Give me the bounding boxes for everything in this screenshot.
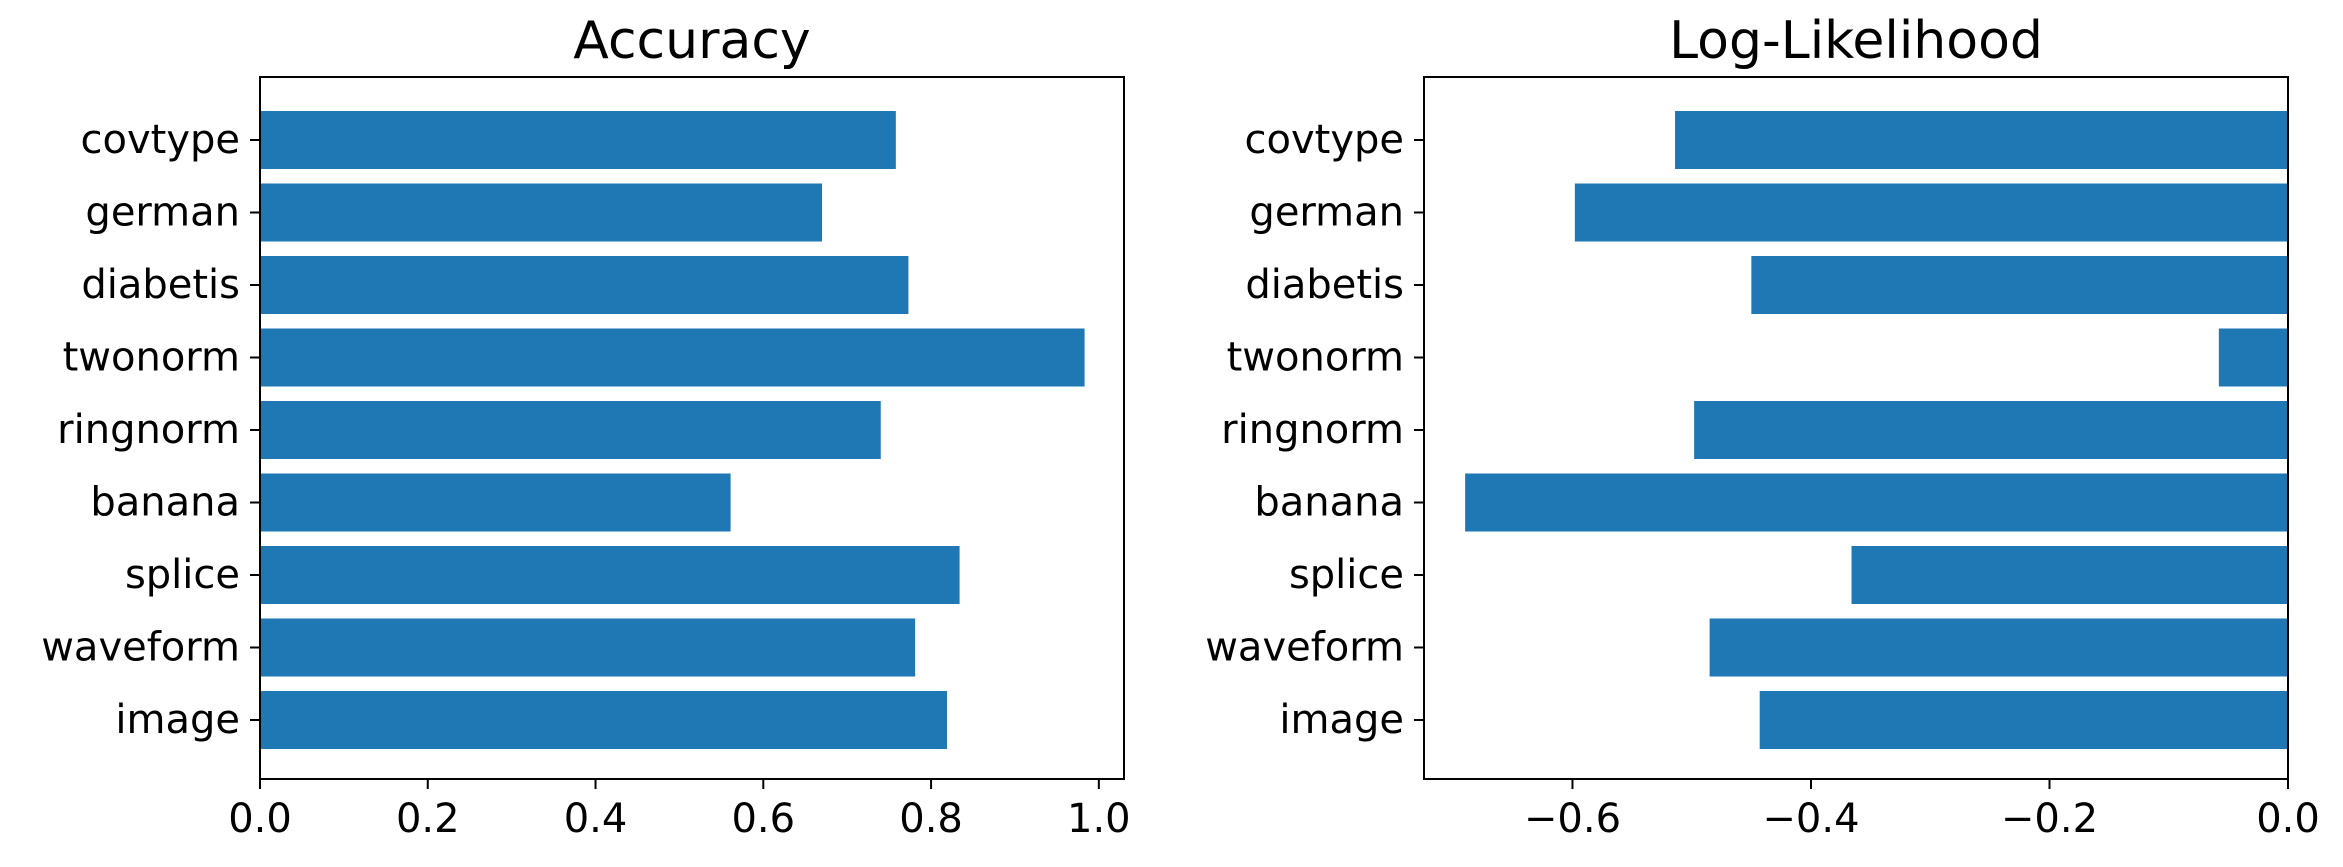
log-likelihood-category-label-diabetis: diabetis <box>1245 262 1404 308</box>
accuracy-bar-german <box>260 183 823 242</box>
accuracy-plot-frame <box>259 76 1125 780</box>
accuracy-bar-twonorm <box>260 328 1085 387</box>
accuracy-x-tick-label: 1.0 <box>1067 796 1131 842</box>
accuracy-x-tick-label: 0.6 <box>731 796 795 842</box>
log-likelihood-category-label-waveform: waveform <box>1205 625 1404 671</box>
accuracy-x-tick-label: 0.4 <box>564 796 628 842</box>
log-likelihood-category-label-covtype: covtype <box>1245 117 1405 163</box>
log-likelihood-bar-diabetis <box>1751 256 2288 314</box>
log-likelihood-x-tick-label: −0.4 <box>1762 796 1859 842</box>
accuracy-y-axis: covtype german diabetis twonorm ringnorm bana… <box>41 117 260 743</box>
log-likelihood-bar-covtype <box>1675 111 2288 169</box>
accuracy-bar-covtype <box>260 111 896 169</box>
accuracy-category-label-waveform: waveform <box>41 625 240 671</box>
accuracy-category-label-diabetis: diabetis <box>81 262 240 308</box>
log-likelihood-bar-image <box>1759 691 2288 749</box>
accuracy-bar-waveform <box>260 618 916 677</box>
log-likelihood-x-tick-label: 0.0 <box>2256 796 2320 842</box>
accuracy-bar-ringnorm <box>260 401 881 459</box>
log-likelihood-bar-german <box>1574 183 2288 242</box>
log-likelihood-x-tick-label: −0.6 <box>1524 796 1621 842</box>
log-likelihood-panel: Log-Likelihood covtype german diabetis twon… <box>1205 11 2320 842</box>
accuracy-category-label-splice: splice <box>125 552 240 598</box>
log-likelihood-category-label-german: german <box>1249 190 1404 236</box>
accuracy-bar-diabetis <box>260 256 909 314</box>
log-likelihood-y-axis: covtype german diabetis twonorm ringnorm bana… <box>1205 117 1424 743</box>
log-likelihood-plot-frame <box>1423 76 2289 780</box>
log-likelihood-category-label-twonorm: twonorm <box>1227 335 1404 381</box>
accuracy-title: Accuracy <box>573 11 810 71</box>
accuracy-bar-banana <box>260 473 731 532</box>
log-likelihood-bar-twonorm <box>2218 328 2288 387</box>
log-likelihood-category-label-image: image <box>1279 697 1404 743</box>
accuracy-category-label-german: german <box>85 190 240 236</box>
accuracy-x-tick-label: 0.8 <box>899 796 963 842</box>
log-likelihood-category-label-ringnorm: ringnorm <box>1221 407 1404 453</box>
accuracy-x-tick-label: 0.0 <box>228 796 292 842</box>
accuracy-category-label-ringnorm: ringnorm <box>57 407 240 453</box>
log-likelihood-bar-splice <box>1851 546 2288 604</box>
accuracy-category-label-twonorm: twonorm <box>63 335 240 381</box>
log-likelihood-category-label-banana: banana <box>1254 480 1404 526</box>
log-likelihood-x-tick-label: −0.2 <box>2001 796 2098 842</box>
accuracy-x-tick-label: 0.2 <box>396 796 460 842</box>
accuracy-category-label-image: image <box>115 697 240 743</box>
log-likelihood-bars <box>1465 111 2288 749</box>
accuracy-x-axis: 0.0 0.2 0.4 0.6 0.8 1.0 <box>228 779 1131 842</box>
log-likelihood-category-label-splice: splice <box>1289 552 1404 598</box>
accuracy-category-label-banana: banana <box>90 480 240 526</box>
accuracy-bars <box>260 111 1085 749</box>
accuracy-bar-splice <box>260 546 960 604</box>
accuracy-category-label-covtype: covtype <box>81 117 241 163</box>
log-likelihood-bar-banana <box>1465 473 2288 532</box>
accuracy-panel: Accuracy covtype german diabetis twonorm rin… <box>41 11 1130 842</box>
log-likelihood-bar-waveform <box>1709 618 2288 677</box>
log-likelihood-title: Log-Likelihood <box>1669 11 2043 71</box>
accuracy-bar-image <box>260 691 948 749</box>
log-likelihood-x-axis: −0.6 −0.4 −0.2 0.0 <box>1524 779 2320 842</box>
log-likelihood-bar-ringnorm <box>1694 401 2288 459</box>
